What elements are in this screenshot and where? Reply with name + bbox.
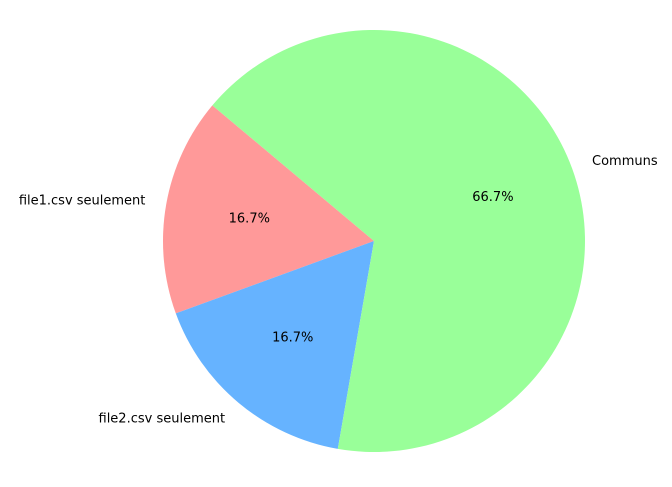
pie-slice-0 [162,105,374,314]
pie-slice-1 [175,241,374,449]
pie-labels: 16.7% file1.csv seulement 16.7% file2.csv s… [19,154,658,427]
pie-slices [162,29,585,452]
pie-slice-category-label-1: file2.csv seulement [99,412,226,427]
pie-slice-2 [212,29,585,452]
pie-slice-category-label-0: file1.csv seulement [19,193,146,208]
pie-slice-pct-label-2: 66.7% [472,190,513,205]
pie-slice-pct-label-1: 16.7% [272,331,313,346]
pie-slice-pct-label-0: 16.7% [229,212,270,227]
pie-slice-category-label-2: Communs [592,154,658,169]
